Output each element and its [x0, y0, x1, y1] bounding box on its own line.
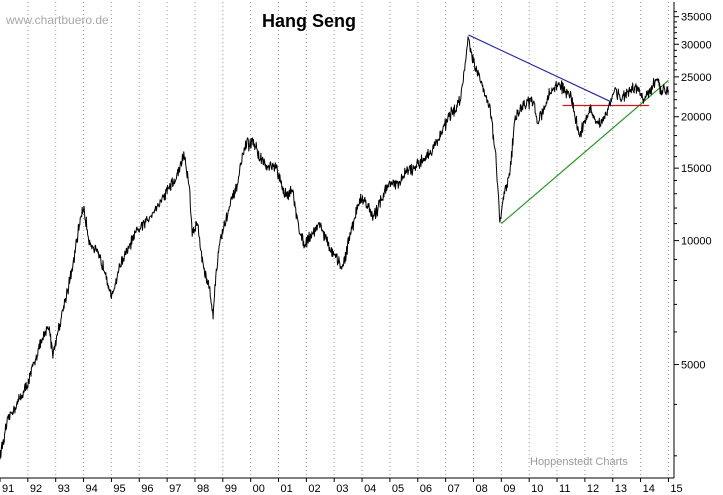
source-credit: Hoppenstedt Charts — [530, 456, 628, 468]
trendline-1 — [500, 79, 669, 225]
x-tick-label: 94 — [86, 483, 98, 495]
x-tick-label: 97 — [169, 483, 181, 495]
y-tick-label: 10000 — [681, 236, 712, 248]
x-tick-label: 00 — [253, 483, 265, 495]
y-tick-label: 15000 — [681, 163, 712, 175]
x-tick-labels: 91 92 93 94 95 96 97 98 99 00 01 02 03 04 05 06 07 08 09 10… — [2, 483, 683, 495]
watermark-text: www.chartbuero.de — [5, 13, 109, 27]
x-tick-label: 02 — [308, 483, 320, 495]
x-tick-label: 10 — [531, 483, 543, 495]
x-tick-label: 07 — [448, 483, 460, 495]
x-tick-label: 09 — [503, 483, 515, 495]
y-tick-label: 30000 — [681, 39, 712, 51]
x-tick-label: 93 — [58, 483, 70, 495]
x-tick-label: 01 — [281, 483, 293, 495]
x-tick-label: 13 — [615, 483, 627, 495]
x-tick-label: 12 — [587, 483, 599, 495]
axes — [0, 2, 679, 482]
x-tick-label: 15 — [670, 483, 682, 495]
x-tick-label: 04 — [364, 483, 376, 495]
x-tick-label: 99 — [225, 483, 237, 495]
x-tick-label: 11 — [559, 483, 570, 495]
price-series-line — [0, 36, 669, 460]
grid-lines — [27, 2, 669, 478]
x-tick-label: 96 — [141, 483, 153, 495]
x-tick-label: 91 — [2, 483, 14, 495]
x-tick-label: 03 — [336, 483, 348, 495]
x-tick-label: 14 — [643, 483, 655, 495]
price-series-layer — [0, 36, 669, 460]
y-tick-labels: 5000 10000 15000 20000 25000 30000 35000 — [681, 12, 712, 372]
y-tick-label: 20000 — [681, 112, 712, 124]
trendline-layer — [468, 34, 669, 225]
x-tick-label: 92 — [30, 483, 42, 495]
y-tick-label: 5000 — [681, 360, 705, 372]
x-tick-label: 95 — [113, 483, 125, 495]
y-tick-label: 25000 — [681, 72, 712, 84]
chart-title: Hang Seng — [262, 11, 356, 31]
x-tick-label: 05 — [392, 483, 404, 495]
y-tick-label: 35000 — [681, 12, 712, 24]
trendline-0 — [468, 34, 611, 102]
x-tick-label: 98 — [197, 483, 209, 495]
x-tick-label: 06 — [420, 483, 432, 495]
x-tick-label: 08 — [475, 483, 487, 495]
